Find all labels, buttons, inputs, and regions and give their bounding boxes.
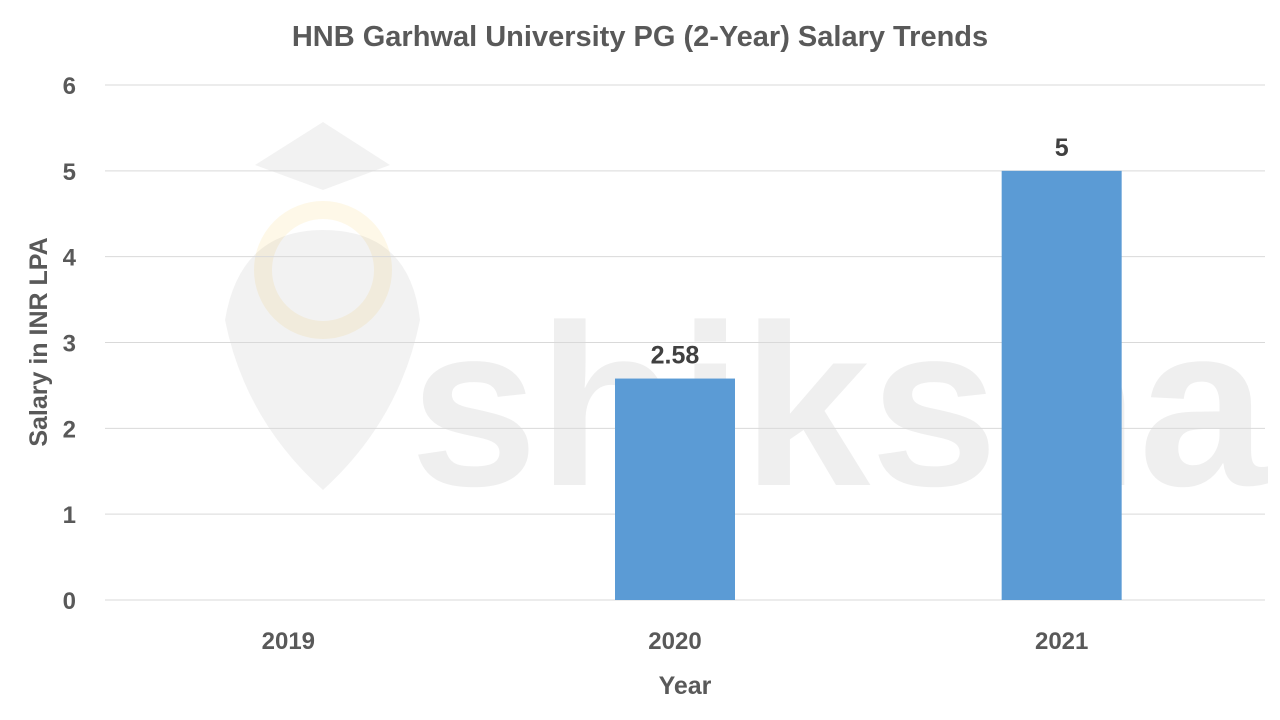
watermark: shiksha [225, 122, 1269, 534]
x-tick-label: 2021 [1035, 628, 1088, 655]
data-label: 5 [1055, 134, 1069, 162]
bars: 2.58 5 [615, 134, 1122, 601]
y-axis-label: Salary in INR LPA [25, 237, 53, 446]
y-tick-label: 1 [63, 502, 76, 529]
x-tick-label: 2019 [262, 628, 315, 655]
y-tick-label: 2 [63, 416, 76, 443]
bar-2021 [1001, 170, 1122, 601]
bar-2020 [615, 378, 735, 600]
y-tick-label: 6 [63, 73, 76, 100]
y-tick-label: 3 [63, 331, 76, 358]
y-tick-label: 0 [63, 588, 76, 615]
data-label: 2.58 [651, 342, 700, 370]
x-tick-label: 2020 [648, 628, 701, 655]
y-axis-ticks: 0 1 2 3 4 5 6 [63, 73, 77, 615]
chart-title: HNB Garhwal University PG (2-Year) Salar… [292, 21, 988, 53]
svg-text:shiksha: shiksha [410, 277, 1269, 534]
x-axis-ticks: 2019 2020 2021 [262, 628, 1089, 655]
y-tick-label: 4 [63, 245, 77, 272]
x-axis-label: Year [659, 672, 712, 700]
y-tick-label: 5 [63, 159, 76, 186]
